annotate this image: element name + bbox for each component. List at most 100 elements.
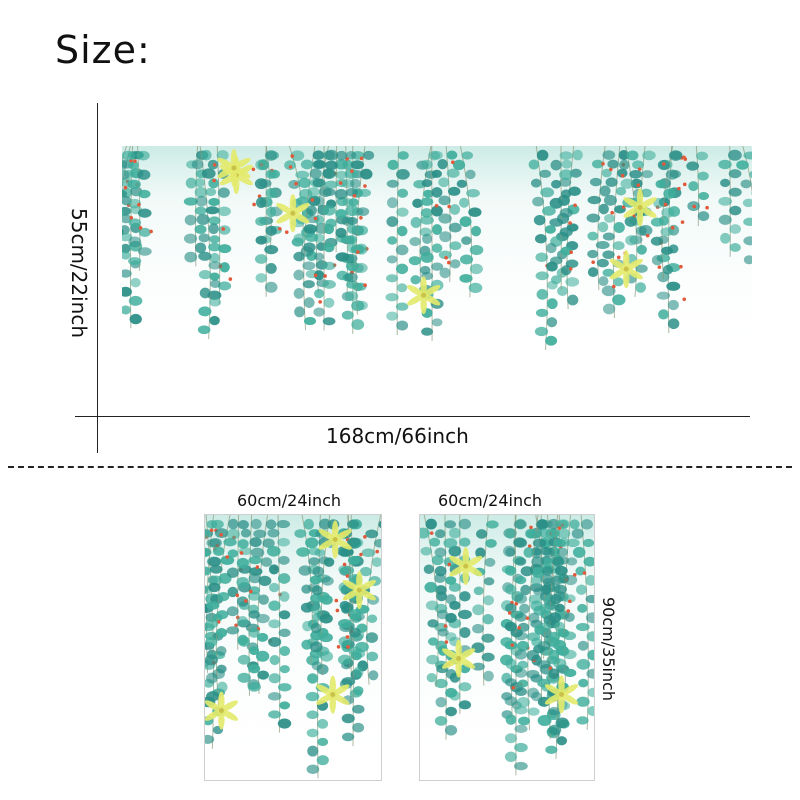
berry xyxy=(616,255,621,260)
leaf xyxy=(408,256,422,266)
leaf xyxy=(194,186,208,198)
leaf xyxy=(207,290,222,301)
leaf xyxy=(613,222,625,233)
berry xyxy=(318,300,322,304)
leaf xyxy=(587,706,594,717)
leaf xyxy=(559,177,572,187)
leaf xyxy=(587,649,594,661)
leaf xyxy=(303,242,316,253)
leaf xyxy=(348,198,359,207)
berry xyxy=(363,283,367,288)
lily-flower xyxy=(544,675,579,714)
leaf xyxy=(539,169,552,178)
leaf xyxy=(599,185,611,197)
leaf xyxy=(514,687,528,697)
berry xyxy=(443,624,448,628)
leaf xyxy=(431,187,443,198)
leaf xyxy=(277,718,292,729)
leaf xyxy=(562,649,577,660)
leaf xyxy=(514,742,528,753)
leaf xyxy=(314,288,325,299)
leaf xyxy=(557,285,568,296)
leaf xyxy=(341,310,354,320)
leaf xyxy=(298,177,311,189)
leaf xyxy=(535,308,549,318)
leaf xyxy=(595,241,610,250)
leaf xyxy=(482,614,494,625)
leaf xyxy=(667,318,680,330)
berry xyxy=(446,260,451,265)
leaf xyxy=(697,171,709,181)
leaf xyxy=(555,519,569,530)
leaf xyxy=(576,584,587,595)
leaf xyxy=(429,537,441,547)
leaf xyxy=(423,189,434,198)
leaf xyxy=(323,242,335,253)
leaf xyxy=(279,645,291,657)
leaf xyxy=(736,160,749,170)
berry xyxy=(677,186,681,191)
leaf xyxy=(183,197,198,206)
leaf xyxy=(729,224,742,234)
leaf xyxy=(209,315,220,326)
leaf xyxy=(602,250,615,259)
leaf xyxy=(345,205,360,217)
leaf xyxy=(122,206,131,216)
leaf xyxy=(334,159,349,170)
leaf xyxy=(432,224,443,235)
leaf xyxy=(356,207,370,217)
leaf xyxy=(446,168,460,178)
leaf xyxy=(206,538,221,548)
leaf xyxy=(322,188,336,197)
leaf xyxy=(740,179,752,189)
leaf xyxy=(427,619,439,628)
leaf xyxy=(537,715,552,726)
leaf xyxy=(344,272,358,283)
leaf xyxy=(587,687,594,698)
berry xyxy=(133,159,137,163)
leaf xyxy=(386,311,399,321)
leaf xyxy=(335,227,347,239)
berry xyxy=(637,167,642,171)
leaf xyxy=(438,177,450,188)
berry xyxy=(235,593,240,598)
leaf xyxy=(194,206,207,215)
leaf xyxy=(504,621,517,632)
berry xyxy=(345,635,350,639)
berry xyxy=(529,525,533,530)
leaf xyxy=(434,573,446,584)
leaf xyxy=(426,654,440,665)
leaf xyxy=(563,668,577,678)
leaf xyxy=(666,281,681,291)
berry xyxy=(609,167,613,172)
leaf xyxy=(278,628,291,638)
leaf xyxy=(208,197,220,207)
leaf xyxy=(436,609,449,620)
leaf xyxy=(514,557,527,566)
leaf xyxy=(729,243,741,252)
leaf xyxy=(353,686,364,696)
berry xyxy=(221,227,226,231)
leaf xyxy=(505,584,517,595)
leaf xyxy=(461,236,472,245)
leaf xyxy=(445,594,457,605)
leaf xyxy=(445,632,457,642)
leaf xyxy=(532,196,545,207)
leaf xyxy=(561,265,572,276)
leaf xyxy=(386,179,399,188)
leaf xyxy=(566,557,578,566)
leaf xyxy=(468,207,482,218)
leaf xyxy=(397,151,409,160)
leaf xyxy=(312,178,326,188)
leaf xyxy=(314,548,326,557)
leaf xyxy=(583,556,594,567)
leaf xyxy=(420,527,430,539)
leaf xyxy=(226,606,239,617)
leaf xyxy=(696,151,709,161)
berry xyxy=(313,216,318,221)
leaf xyxy=(554,565,568,576)
leaf xyxy=(458,700,472,710)
leaf xyxy=(338,636,352,647)
berry xyxy=(510,643,515,647)
berry xyxy=(255,565,260,569)
